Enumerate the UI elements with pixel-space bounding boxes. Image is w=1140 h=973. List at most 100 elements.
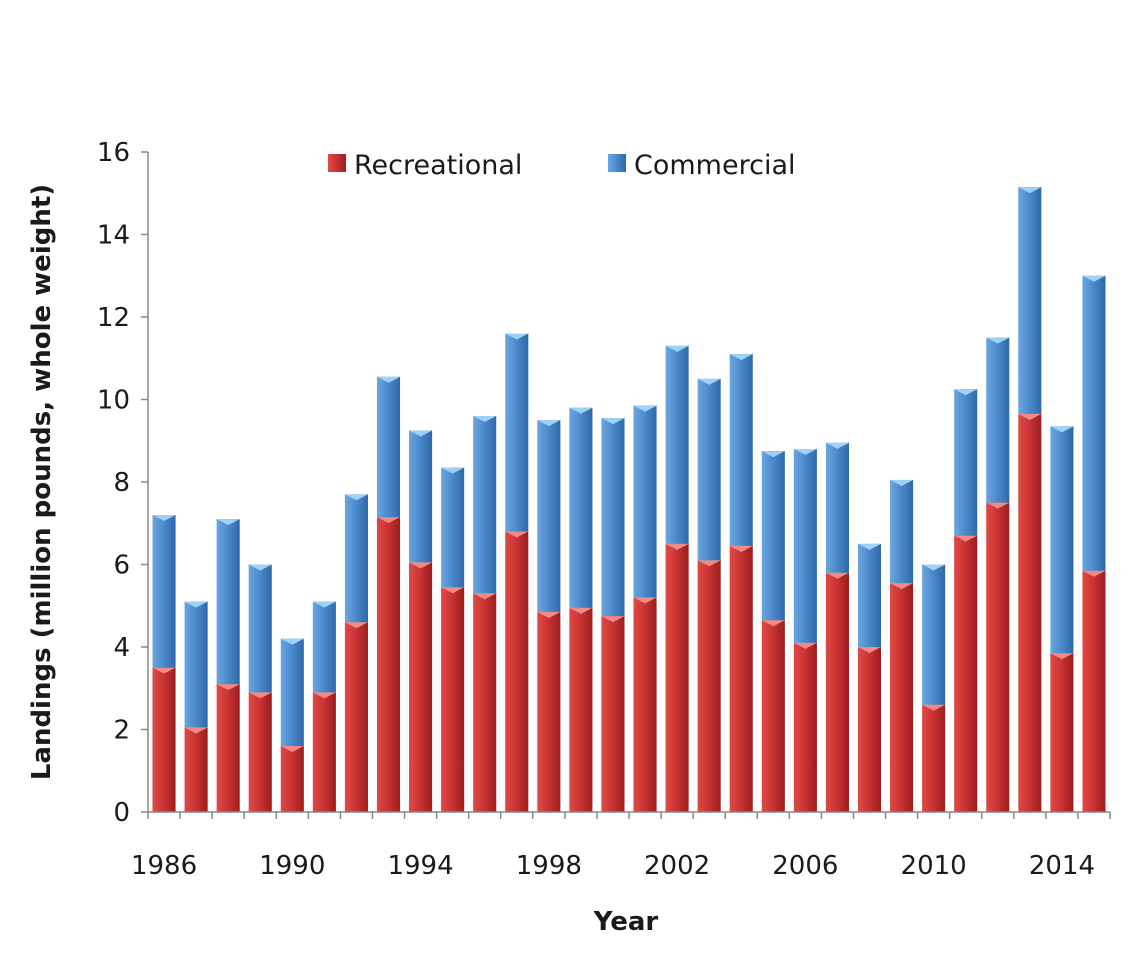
bar-commercial-2009	[890, 479, 914, 584]
bar-recreational-2010	[922, 704, 946, 812]
bar-commercial-1986	[152, 515, 176, 668]
bar-cap-commercial-2010	[922, 564, 946, 571]
bar-commercial-1989	[248, 564, 272, 693]
bar-cap-recreational-1995	[441, 587, 465, 594]
bar-cap-commercial-1999	[569, 407, 593, 414]
bar-cap-recreational-2006	[793, 642, 817, 649]
bar-cap-commercial-1998	[537, 420, 561, 427]
bar-cap-recreational-1993	[376, 517, 401, 524]
bar-recreational-2012	[986, 502, 1010, 812]
bar-commercial-1988	[216, 519, 240, 685]
bar-recreational-1986	[152, 667, 176, 812]
y-tick-label: 0	[113, 798, 130, 828]
bar-commercial-1987	[184, 601, 208, 728]
bar-recreational-1987	[184, 727, 208, 812]
bar-cap-commercial-2002	[665, 345, 689, 352]
bar-cap-commercial-1993	[376, 376, 401, 383]
bar-commercial-2000	[601, 418, 625, 617]
bar-cap-commercial-2012	[986, 337, 1010, 344]
bar-cap-recreational-1998	[537, 611, 561, 618]
bar-cap-recreational-2013	[1018, 413, 1042, 420]
bar-recreational-2009	[890, 583, 914, 812]
x-tick-label: 2010	[901, 851, 967, 881]
bar-recreational-1989	[248, 692, 272, 812]
bar-cap-commercial-2003	[697, 378, 721, 385]
x-tick-label: 1994	[387, 851, 453, 881]
bar-cap-commercial-1990	[280, 638, 304, 645]
bar-cap-recreational-2015	[1082, 570, 1106, 577]
bar-cap-recreational-1999	[569, 607, 593, 614]
y-tick-label: 6	[113, 551, 130, 581]
bar-cap-commercial-2013	[1018, 187, 1042, 194]
bar-cap-recreational-1986	[152, 667, 176, 674]
bar-recreational-1990	[280, 746, 304, 812]
bar-cap-recreational-2009	[890, 583, 914, 590]
bar-cap-commercial-1987	[184, 601, 208, 608]
bar-cap-commercial-1986	[152, 515, 176, 521]
bar-cap-recreational-1994	[409, 562, 433, 569]
bar-recreational-2003	[697, 560, 721, 812]
bar-cap-recreational-1987	[184, 727, 208, 734]
bar-cap-recreational-2012	[986, 502, 1010, 509]
bar-recreational-2015	[1082, 570, 1106, 812]
bar-cap-commercial-2015	[1082, 275, 1106, 282]
x-tick-label: 1986	[131, 851, 197, 881]
bar-cap-commercial-1994	[409, 430, 433, 437]
bar-cap-commercial-2005	[761, 451, 785, 458]
bar-recreational-1992	[344, 622, 368, 812]
bar-recreational-2008	[857, 647, 882, 812]
bar-cap-commercial-1988	[216, 519, 240, 526]
bar-commercial-1998	[537, 420, 561, 612]
x-tick-label: 2002	[644, 851, 710, 881]
bar-cap-commercial-2007	[825, 442, 849, 449]
axes-layer: 0 2 4 6 8 10 12 14 16 1986 1990 1994 1998 2002 2006 201…	[97, 138, 1111, 881]
bar-commercial-2014	[1050, 426, 1074, 654]
y-tick-label: 12	[97, 303, 130, 333]
bar-recreational-2007	[825, 572, 849, 812]
bar-commercial-2011	[954, 389, 978, 536]
bar-cap-recreational-1989	[248, 692, 272, 699]
bar-recreational-1991	[312, 692, 336, 812]
bar-cap-commercial-1996	[473, 416, 497, 422]
bar-commercial-1991	[312, 601, 336, 693]
bar-cap-commercial-2000	[601, 418, 625, 425]
bar-cap-commercial-1989	[248, 564, 272, 571]
bar-commercial-1999	[569, 407, 593, 608]
bar-cap-commercial-1991	[312, 601, 336, 608]
bar-commercial-2002	[665, 345, 689, 544]
legend-swatch-recreational	[328, 154, 346, 172]
bar-cap-recreational-2004	[729, 545, 753, 552]
bar-commercial-2013	[1018, 187, 1042, 414]
bar-commercial-1996	[473, 416, 497, 594]
legend: Recreational Commercial	[328, 150, 796, 181]
x-tick-label: 1998	[516, 851, 582, 881]
bar-cap-recreational-2003	[697, 560, 721, 567]
bar-cap-recreational-2000	[601, 616, 625, 623]
bar-recreational-2014	[1050, 653, 1074, 812]
x-tick-label: 2014	[1029, 851, 1095, 881]
bar-commercial-2012	[986, 337, 1010, 503]
bar-cap-commercial-2006	[793, 449, 817, 455]
bar-cap-recreational-1996	[473, 593, 497, 600]
bar-recreational-1999	[569, 607, 593, 812]
bar-commercial-2005	[761, 451, 785, 621]
bar-recreational-1996	[473, 593, 497, 812]
bar-cap-recreational-1988	[216, 684, 240, 691]
y-tick-label: 4	[113, 633, 130, 663]
y-tick-label: 2	[113, 716, 130, 746]
legend-label-recreational: Recreational	[354, 150, 522, 181]
bar-cap-commercial-2001	[633, 405, 657, 412]
bar-recreational-2006	[793, 642, 817, 812]
bar-cap-commercial-2011	[954, 389, 978, 396]
bar-cap-recreational-1992	[344, 622, 368, 629]
bar-cap-recreational-2007	[825, 572, 849, 579]
bar-cap-commercial-2004	[729, 354, 753, 361]
bar-commercial-1993	[376, 376, 401, 518]
bar-cap-commercial-1992	[344, 494, 368, 501]
bar-recreational-2001	[633, 597, 657, 812]
bar-commercial-2007	[825, 442, 849, 573]
bar-commercial-2010	[922, 564, 946, 705]
bar-cap-recreational-1991	[312, 692, 336, 699]
bar-cap-recreational-2002	[665, 543, 689, 550]
